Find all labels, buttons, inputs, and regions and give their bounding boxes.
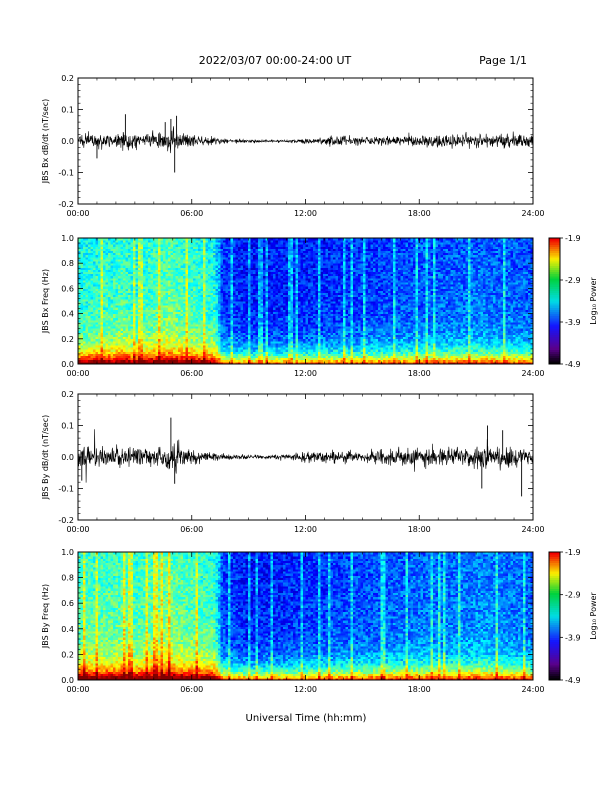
figure: 2022/03/07 00:00-24:00 UT Page 1/1 Unive… bbox=[0, 0, 612, 792]
y-tick-label: 0.2 bbox=[61, 74, 74, 83]
panel-bx-dbdt: 0.2 0.1 0.0 -0.1 -0.200:00 06:00 12:00 18:00 24:… bbox=[41, 74, 545, 218]
spectrogram-cells-bx-spectrogram bbox=[78, 238, 533, 364]
y-axis-label-bx-dbdt: JBS Bx dB/dt (nT/sec) bbox=[41, 99, 50, 185]
y-tick-label: 0.0 bbox=[61, 137, 74, 146]
y-tick-label: -0.1 bbox=[58, 169, 74, 178]
x-tick-label: 00:00 bbox=[66, 209, 89, 218]
y-tick-label: -0.2 bbox=[58, 200, 74, 209]
x-tick-label: 12:00 bbox=[294, 209, 317, 218]
date-range-title: 2022/03/07 00:00-24:00 UT bbox=[199, 54, 352, 67]
panels: 0.2 0.1 0.0 -0.1 -0.200:00 06:00 12:00 18:00 24:… bbox=[41, 74, 598, 694]
x-axis-label: Universal Time (hh:mm) bbox=[246, 713, 367, 724]
x-tick-label: 24:00 bbox=[521, 209, 544, 218]
y-tick-label: 0.1 bbox=[61, 106, 74, 115]
x-tick-label: 06:00 bbox=[180, 209, 203, 218]
page-number: Page 1/1 bbox=[479, 54, 527, 67]
x-tick-label: 18:00 bbox=[408, 209, 431, 218]
series-line-bx-dbdt bbox=[78, 126, 533, 153]
